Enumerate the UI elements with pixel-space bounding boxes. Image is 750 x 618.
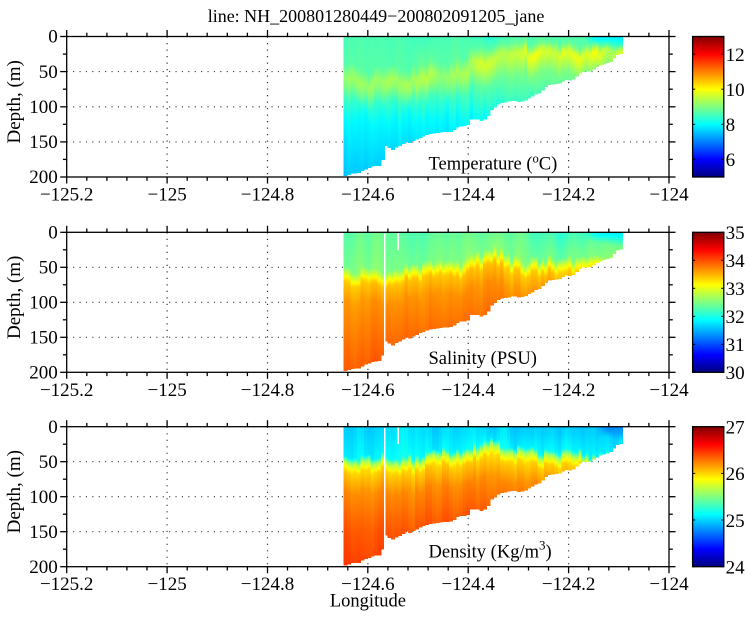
svg-text:34: 34 — [726, 251, 746, 272]
svg-text:100: 100 — [29, 97, 58, 118]
svg-text:Density (Kg/m3): Density (Kg/m3) — [429, 538, 552, 563]
svg-text:50: 50 — [39, 258, 58, 279]
svg-text:0: 0 — [48, 417, 58, 438]
svg-text:200: 200 — [29, 363, 58, 384]
svg-text:8: 8 — [726, 115, 736, 136]
svg-text:−125: −125 — [147, 574, 186, 595]
svg-text:50: 50 — [39, 62, 58, 83]
svg-text:−124.6: −124.6 — [341, 380, 394, 401]
svg-text:50: 50 — [39, 452, 58, 473]
svg-text:−124.2: −124.2 — [542, 380, 595, 401]
svg-text:−124: −124 — [649, 574, 689, 595]
svg-text:12: 12 — [726, 45, 745, 66]
svg-text:0: 0 — [48, 223, 58, 244]
svg-text:Temperature (oC): Temperature (oC) — [429, 152, 558, 175]
svg-text:−124: −124 — [649, 380, 689, 401]
svg-text:150: 150 — [29, 132, 58, 153]
svg-text:−124: −124 — [649, 185, 689, 206]
svg-text:Depth, (m): Depth, (m) — [4, 60, 25, 143]
svg-text:10: 10 — [726, 80, 745, 101]
svg-text:−124.4: −124.4 — [441, 380, 495, 401]
svg-text:200: 200 — [29, 557, 58, 578]
svg-text:−124.4: −124.4 — [441, 574, 495, 595]
svg-text:200: 200 — [29, 167, 58, 188]
svg-text:25: 25 — [726, 511, 745, 532]
svg-text:24: 24 — [726, 558, 746, 579]
svg-text:31: 31 — [726, 335, 745, 356]
svg-text:6: 6 — [726, 150, 736, 171]
svg-text:30: 30 — [726, 363, 745, 384]
svg-text:33: 33 — [726, 279, 745, 300]
svg-text:Depth, (m): Depth, (m) — [4, 256, 25, 339]
svg-text:150: 150 — [29, 522, 58, 543]
svg-text:−125.2: −125.2 — [40, 380, 93, 401]
svg-text:−125.2: −125.2 — [40, 185, 93, 206]
svg-text:35: 35 — [726, 223, 745, 244]
svg-text:−124.8: −124.8 — [241, 574, 294, 595]
svg-text:−124.2: −124.2 — [542, 185, 595, 206]
svg-text:150: 150 — [29, 328, 58, 349]
svg-text:−124.8: −124.8 — [241, 185, 294, 206]
svg-text:−124.6: −124.6 — [341, 185, 394, 206]
svg-text:Depth, (m): Depth, (m) — [4, 450, 25, 533]
svg-text:32: 32 — [726, 307, 745, 328]
svg-text:Salinity (PSU): Salinity (PSU) — [429, 349, 537, 369]
svg-text:−125: −125 — [147, 380, 186, 401]
svg-text:0: 0 — [48, 27, 58, 48]
svg-text:100: 100 — [29, 487, 58, 508]
svg-text:−125: −125 — [147, 185, 186, 206]
svg-text:−124.2: −124.2 — [542, 574, 595, 595]
svg-text:−124.8: −124.8 — [241, 380, 294, 401]
svg-text:−125.2: −125.2 — [40, 574, 93, 595]
svg-text:−124.4: −124.4 — [441, 185, 495, 206]
svg-text:−124.6: −124.6 — [341, 574, 394, 595]
svg-text:27: 27 — [726, 418, 745, 439]
svg-text:26: 26 — [726, 464, 745, 485]
svg-text:100: 100 — [29, 293, 58, 314]
svg-text:Longitude: Longitude — [330, 592, 406, 612]
svg-text:line: NH_200801280449−20080209: line: NH_200801280449−200802091205_jane — [208, 6, 545, 26]
